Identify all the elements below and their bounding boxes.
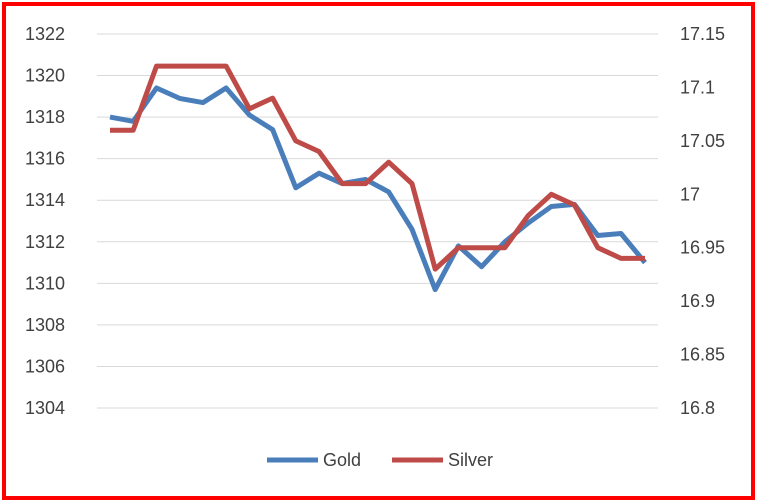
left-axis-tick-label: 1310 xyxy=(25,273,65,293)
left-axis-tick-label: 1322 xyxy=(25,24,65,44)
left-axis-tick-label: 1308 xyxy=(25,315,65,335)
left-axis-tick-label: 1306 xyxy=(25,356,65,376)
legend-gold-label: Gold xyxy=(323,450,361,470)
right-axis-tick-label: 17.15 xyxy=(680,24,725,44)
legend-silver-label: Silver xyxy=(448,450,493,470)
legend: Gold Silver xyxy=(267,450,493,470)
left-axis-tick-label: 1312 xyxy=(25,232,65,252)
left-axis-tick-label: 1304 xyxy=(25,398,65,418)
left-axis-tick-label: 1320 xyxy=(25,66,65,86)
right-axis-tick-label: 17.1 xyxy=(680,77,715,97)
right-axis-tick-labels: 17.15 17.1 17.05 17 16.95 16.9 16.85 16.8 xyxy=(680,24,725,418)
left-axis-tick-label: 1316 xyxy=(25,149,65,169)
left-axis-tick-label: 1314 xyxy=(25,190,65,210)
series-line-gold xyxy=(109,85,647,293)
right-axis-tick-label: 16.9 xyxy=(680,291,715,311)
gridlines xyxy=(97,33,658,409)
left-axis-tick-label: 1318 xyxy=(25,107,65,127)
right-axis-tick-label: 17.05 xyxy=(680,131,725,151)
series-line-silver xyxy=(110,63,645,272)
right-axis-tick-label: 17 xyxy=(680,184,700,204)
series-lines xyxy=(109,63,647,293)
right-axis-tick-label: 16.8 xyxy=(680,398,715,418)
left-axis-tick-labels: 1322 1320 1318 1316 1314 1312 1310 1308 1306 1304 xyxy=(25,24,65,418)
right-axis-tick-label: 16.95 xyxy=(680,238,725,258)
right-axis-tick-label: 16.85 xyxy=(680,345,725,365)
